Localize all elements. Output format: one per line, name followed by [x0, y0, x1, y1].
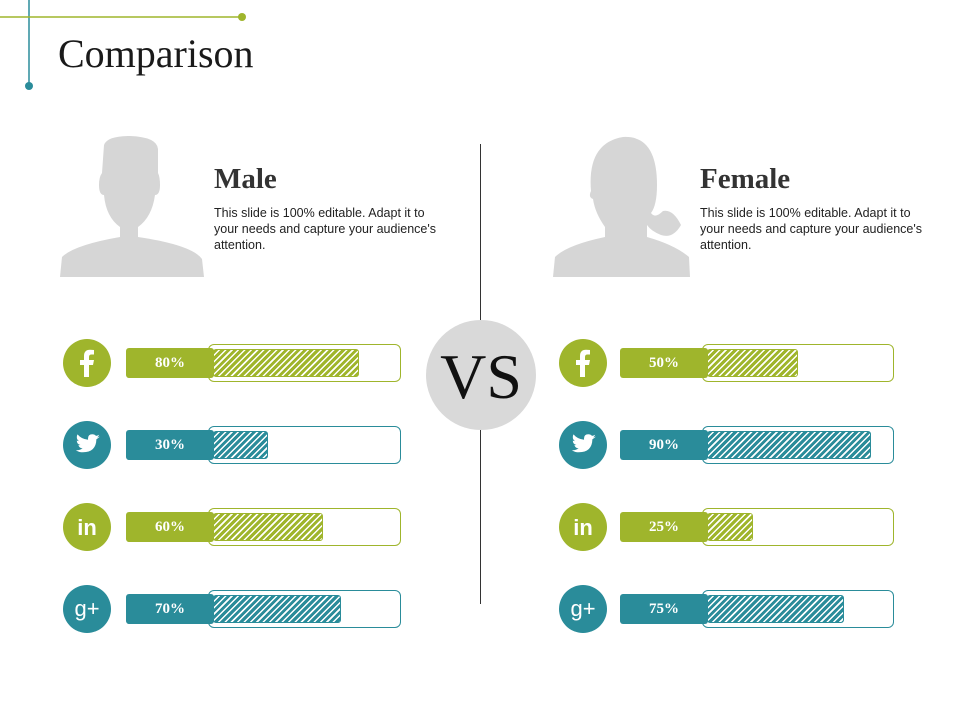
vs-badge: VS — [426, 320, 536, 430]
female-linkedin-icon: in — [559, 503, 607, 551]
female-avatar-icon — [553, 136, 690, 277]
male-twitter-bar-fill — [213, 431, 268, 459]
male-heading: Male — [214, 163, 277, 195]
center-divider-bottom — [480, 430, 481, 604]
svg-text:in: in — [77, 515, 97, 540]
svg-text:g+: g+ — [74, 596, 99, 621]
svg-text:in: in — [573, 515, 593, 540]
male-facebook-percent-label: 80% — [126, 348, 214, 378]
male-linkedin-bar — [208, 508, 401, 546]
female-facebook-icon — [559, 339, 607, 387]
male-avatar-icon — [60, 136, 204, 277]
female-heading: Female — [700, 163, 791, 195]
female-twitter-percent-label: 90% — [620, 430, 708, 460]
male-description: This slide is 100% editable. Adapt it to… — [214, 206, 436, 252]
female-facebook-bar-fill — [707, 349, 798, 377]
male-linkedin-bar-fill — [213, 513, 323, 541]
female-google-plus-icon: g+ — [559, 585, 607, 633]
female-facebook-bar — [702, 344, 894, 382]
male-facebook-bar-fill — [213, 349, 359, 377]
corner-decoration — [0, 0, 246, 90]
female-linkedin-bar-fill — [707, 513, 753, 541]
female-twitter-bar-fill — [707, 431, 871, 459]
page-title: Comparison — [58, 31, 254, 76]
center-divider-top — [480, 144, 481, 320]
female-description: This slide is 100% editable. Adapt it to… — [700, 206, 922, 252]
female-twitter-icon — [559, 421, 607, 469]
male-google-plus-bar-fill — [213, 595, 341, 623]
female-google-plus-bar-fill — [707, 595, 844, 623]
male-google-plus-bar — [208, 590, 401, 628]
male-twitter-icon — [63, 421, 111, 469]
female-linkedin-bar — [702, 508, 894, 546]
male-facebook-icon — [63, 339, 111, 387]
vs-label: VS — [440, 341, 522, 412]
male-google-plus-percent-label: 70% — [126, 594, 214, 624]
male-facebook-bar — [208, 344, 401, 382]
male-linkedin-icon: in — [63, 503, 111, 551]
female-linkedin-percent-label: 25% — [620, 512, 708, 542]
female-twitter-bar — [702, 426, 894, 464]
female-google-plus-bar — [702, 590, 894, 628]
male-twitter-bar — [208, 426, 401, 464]
male-linkedin-percent-label: 60% — [126, 512, 214, 542]
female-facebook-percent-label: 50% — [620, 348, 708, 378]
male-google-plus-icon: g+ — [63, 585, 111, 633]
svg-text:g+: g+ — [570, 596, 595, 621]
male-twitter-percent-label: 30% — [126, 430, 214, 460]
female-google-plus-percent-label: 75% — [620, 594, 708, 624]
